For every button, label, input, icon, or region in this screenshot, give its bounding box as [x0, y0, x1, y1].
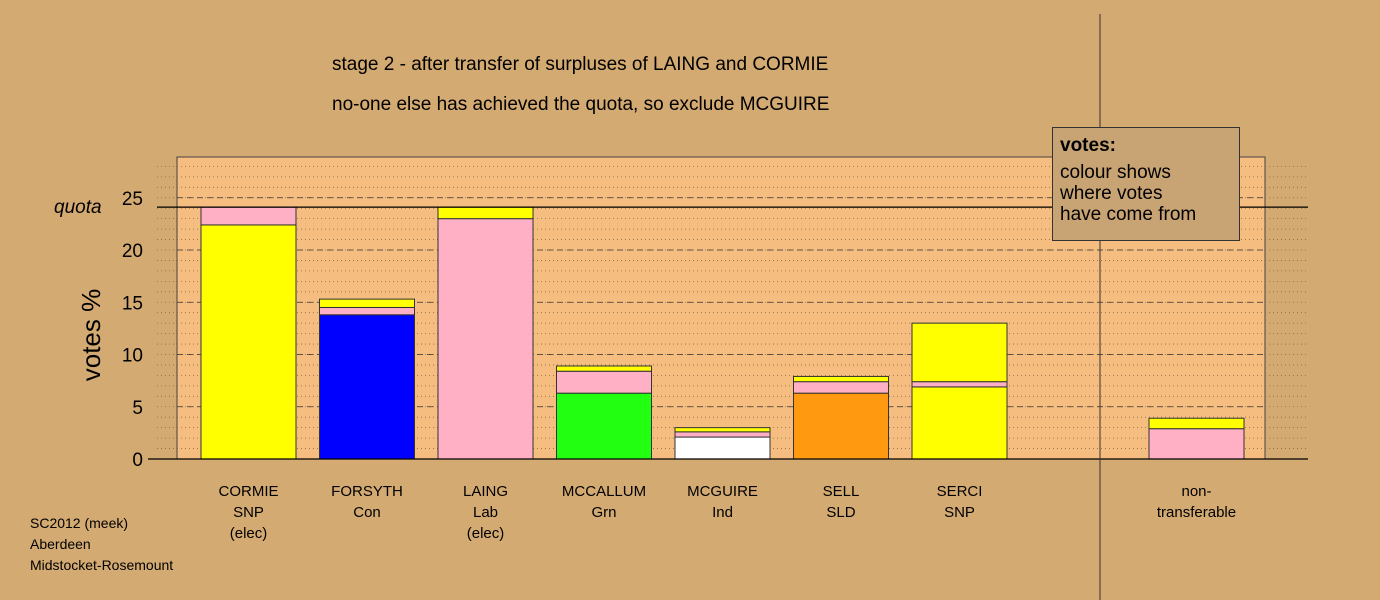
- category-label: SNP: [944, 504, 975, 521]
- bar-segment: [793, 381, 889, 394]
- bar-segment: [793, 375, 889, 383]
- category-label: (elec): [230, 525, 268, 542]
- y-tick-label: 10: [122, 346, 143, 367]
- category-label: CORMIE: [219, 483, 279, 500]
- bar-segment: [319, 298, 415, 308]
- bar-segment: [911, 381, 1008, 388]
- bar-segment: [674, 436, 771, 460]
- category-label: non-: [1181, 483, 1211, 500]
- footer-line-1: SC2012 (meek): [30, 515, 129, 531]
- category-label: transferable: [1157, 504, 1236, 521]
- y-axis-label: votes %: [76, 289, 106, 382]
- bar-segment: [437, 206, 534, 220]
- bar-segment: [1148, 428, 1245, 460]
- legend-box: votes: colour shows where votes have com…: [1052, 127, 1240, 241]
- bar-segment: [911, 322, 1008, 383]
- category-label: Ind: [712, 504, 733, 521]
- bar-segment: [200, 206, 297, 226]
- category-label: SELL: [823, 483, 860, 500]
- category-label: FORSYTH: [331, 483, 403, 500]
- category-label: Lab: [473, 504, 498, 521]
- chart-title-line-2: no-one else has achieved the quota, so e…: [332, 94, 830, 115]
- bar-segment: [911, 386, 1008, 460]
- footer: SC2012 (meek) Aberdeen Midstocket-Rosemo…: [30, 513, 173, 576]
- legend-line-2: where votes: [1060, 183, 1163, 204]
- y-tick-label: 15: [122, 293, 143, 314]
- category-label: SLD: [826, 504, 855, 521]
- footer-line-2: Aberdeen: [30, 536, 91, 552]
- category-label: Grn: [591, 504, 616, 521]
- bar-segment: [674, 431, 771, 438]
- footer-line-3: Midstocket-Rosemount: [30, 557, 174, 573]
- category-label: MCCALLUM: [562, 483, 646, 500]
- legend-line-1: colour shows: [1060, 162, 1171, 183]
- bar-segment: [556, 370, 652, 394]
- bar-segment: [556, 392, 652, 460]
- legend-title: votes:: [1060, 135, 1116, 156]
- bar-segment: [1148, 417, 1245, 430]
- bar-segment: [319, 314, 415, 460]
- y-tick-label: 5: [132, 398, 143, 419]
- legend-line-3: have come from: [1060, 204, 1197, 225]
- bar-segment: [437, 218, 534, 460]
- category-label: SNP: [233, 504, 264, 521]
- bar-segment: [319, 306, 415, 316]
- y-tick-label: 20: [122, 241, 143, 262]
- y-tick-label: 25: [122, 189, 143, 210]
- quota-label: quota: [54, 197, 102, 218]
- bar-segment: [674, 427, 771, 433]
- category-label: SERCI: [937, 483, 983, 500]
- chart-title-line-1: stage 2 - after transfer of surpluses of…: [332, 54, 829, 75]
- category-label: (elec): [467, 525, 505, 542]
- bar-segment: [556, 365, 652, 372]
- bar-segment: [200, 224, 297, 460]
- y-tick-label: 0: [132, 450, 143, 471]
- category-label: LAING: [463, 483, 508, 500]
- category-label: Con: [353, 504, 381, 521]
- category-label: MCGUIRE: [687, 483, 758, 500]
- bar-segment: [793, 392, 889, 460]
